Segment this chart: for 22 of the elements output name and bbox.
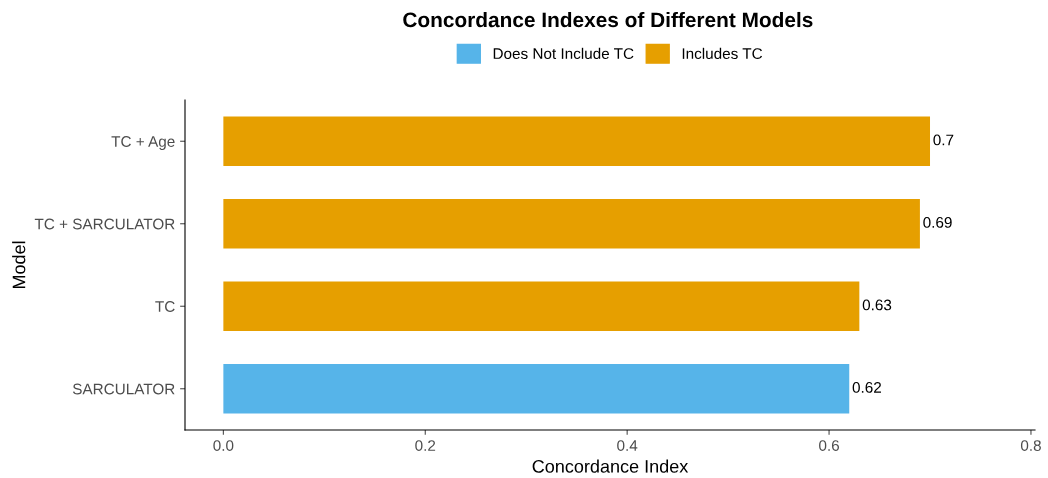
x-tick-label: 0.0 (213, 440, 234, 451)
y-tick-label: TC (155, 301, 175, 312)
x-tick-label: 0.6 (819, 440, 840, 451)
bar (223, 364, 850, 414)
bar (223, 199, 920, 249)
bar (223, 116, 931, 166)
data-label: 0.62 (852, 382, 881, 393)
x-axis-title: Concordance Index (532, 459, 689, 473)
data-label: 0.69 (923, 217, 952, 228)
y-tick-label: SARCULATOR (72, 383, 175, 395)
legend-label: Includes TC (682, 47, 763, 60)
y-tick-label: TC + SARCULATOR (34, 218, 175, 230)
chart-title: Concordance Indexes of Different Models (403, 11, 813, 28)
legend-label: Does Not Include TC (493, 47, 634, 60)
data-label: 0.7 (933, 134, 954, 146)
x-tick-label: 0.4 (617, 440, 638, 451)
x-tick-label: 0.8 (1020, 440, 1041, 451)
x-tick-label: 0.2 (415, 440, 436, 451)
data-label: 0.63 (862, 299, 892, 311)
y-axis-title: Model (12, 241, 26, 289)
bar (223, 281, 860, 331)
y-tick-label: TC + Age (111, 136, 175, 150)
